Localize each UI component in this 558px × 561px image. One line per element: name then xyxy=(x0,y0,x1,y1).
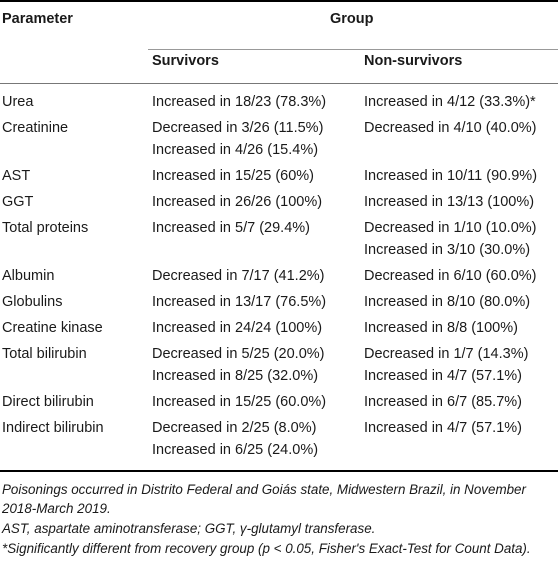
header-survivors: Survivors xyxy=(152,53,219,69)
header-group: Group xyxy=(330,11,374,27)
non-survivors-cell: Increased in 8/8 (100%) xyxy=(364,320,518,336)
non-survivors-cell: Increased in 10/11 (90.9%) xyxy=(364,168,538,184)
survivors-cell: Increased in 24/24 (100%) xyxy=(152,320,323,336)
survivors-cell: Increased in 13/17 (76.5%) xyxy=(152,294,327,310)
footnote-significance: *Significantly different from recovery g… xyxy=(2,541,531,556)
non-survivors-cell: Decreased in 4/10 (40.0%) xyxy=(364,120,537,136)
parameter-cell: Globulins xyxy=(2,294,63,310)
footnote-location: Poisonings occurred in Distrito Federal … xyxy=(2,482,526,516)
non-survivors-cell: Decreased in 1/10 (10.0%) xyxy=(364,220,537,236)
header-non-survivors: Non-survivors xyxy=(364,53,463,69)
parameter-cell: GGT xyxy=(2,194,34,210)
header-parameter: Parameter xyxy=(2,11,73,27)
parameter-cell: Total proteins xyxy=(2,220,89,236)
parameter-cell: Albumin xyxy=(2,268,55,284)
table-top-rule xyxy=(0,0,558,2)
non-survivors-cell: Decreased in 6/10 (60.0%) xyxy=(364,268,537,284)
survivors-cell: Increased in 5/7 (29.4%) xyxy=(152,220,310,236)
group-underline xyxy=(148,49,558,50)
non-survivors-cell: Decreased in 1/7 (14.3%) xyxy=(364,346,529,362)
header-rule xyxy=(0,83,558,84)
survivors-cell: Increased in 15/25 (60%) xyxy=(152,168,315,184)
parameter-cell: AST xyxy=(2,168,31,184)
survivors-cell: Increased in 18/23 (78.3%) xyxy=(152,94,327,110)
parameter-cell: Direct bilirubin xyxy=(2,394,94,410)
survivors-cell: Decreased in 3/26 (11.5%) xyxy=(152,120,324,136)
non-survivors-cell: Increased in 8/10 (80.0%) xyxy=(364,294,531,310)
parameter-cell: Urea xyxy=(2,94,34,110)
survivors-cell: Decreased in 2/25 (8.0%) xyxy=(152,420,317,436)
parameter-cell: Creatinine xyxy=(2,120,69,136)
parameter-cell: Total bilirubin xyxy=(2,346,87,362)
footnote-abbreviations: AST, aspartate aminotransferase; GGT, γ-… xyxy=(2,521,376,536)
parameter-cell: Creatine kinase xyxy=(2,320,103,336)
survivors-cell: Increased in 6/25 (24.0%) xyxy=(152,442,319,458)
non-survivors-cell: Increased in 3/10 (30.0%) xyxy=(364,242,531,258)
parameter-cell: Indirect bilirubin xyxy=(2,420,104,436)
non-survivors-cell: Increased in 4/7 (57.1%) xyxy=(364,420,522,436)
survivors-cell: Decreased in 5/25 (20.0%) xyxy=(152,346,325,362)
non-survivors-cell: Increased in 13/13 (100%) xyxy=(364,194,535,210)
survivors-cell: Increased in 26/26 (100%) xyxy=(152,194,323,210)
non-survivors-cell: Increased in 6/7 (85.7%) xyxy=(364,394,522,410)
table-bottom-rule xyxy=(0,470,558,472)
non-survivors-cell: Increased in 4/12 (33.3%)* xyxy=(364,94,536,110)
non-survivors-cell: Increased in 4/7 (57.1%) xyxy=(364,368,522,384)
survivors-cell: Increased in 8/25 (32.0%) xyxy=(152,368,319,384)
survivors-cell: Increased in 15/25 (60.0%) xyxy=(152,394,327,410)
survivors-cell: Decreased in 7/17 (41.2%) xyxy=(152,268,325,284)
survivors-cell: Increased in 4/26 (15.4%) xyxy=(152,142,319,158)
